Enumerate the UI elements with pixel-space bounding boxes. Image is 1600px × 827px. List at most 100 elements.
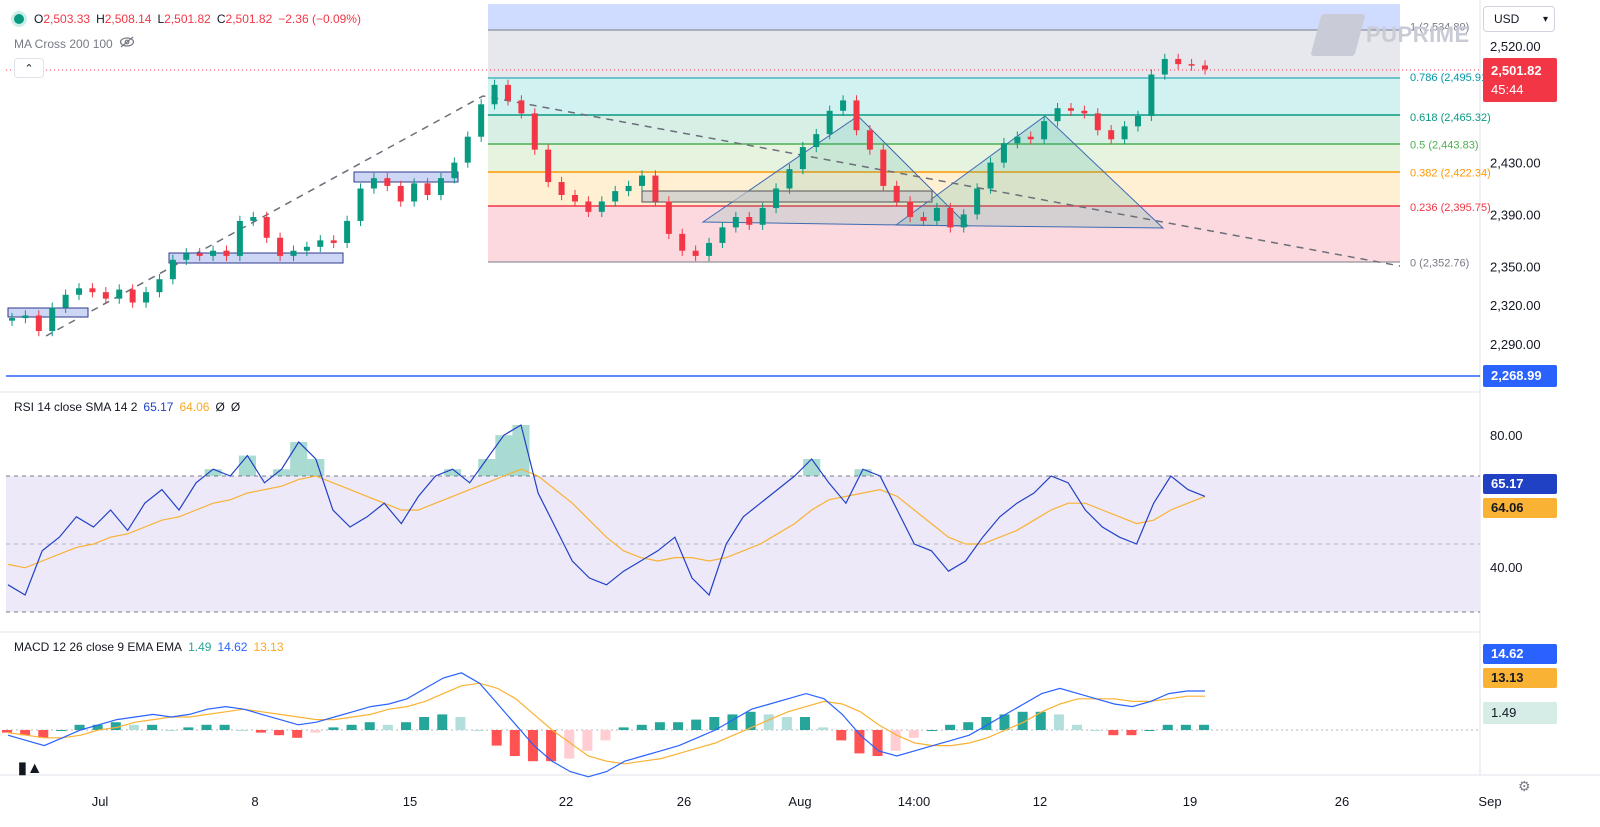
candle <box>411 178 418 207</box>
candle <box>960 209 967 233</box>
candle <box>89 283 96 298</box>
candle <box>786 163 793 194</box>
macd-hist-bar <box>165 730 176 731</box>
fib-label-6: 0 (2,352.76) <box>1410 258 1469 270</box>
macd-hist-bar <box>382 724 393 730</box>
candle <box>1202 60 1208 75</box>
low-value: 2,501.82 <box>164 12 211 26</box>
candle <box>143 286 150 308</box>
candle <box>853 95 860 136</box>
support-price-tag: 2,268.99 <box>1483 365 1557 387</box>
macd-hist-bar <box>219 724 230 730</box>
candle <box>612 185 619 207</box>
ma-legend[interactable]: MA Cross 200 100 <box>14 36 135 51</box>
zone-rect-4[interactable] <box>641 190 933 203</box>
ohlc-legend: O 2,503.33 H 2,508.14 L 2,501.82 C 2,501.82 … <box>14 12 361 26</box>
candle <box>344 215 351 249</box>
candle <box>813 128 820 153</box>
macd-hist-bar <box>401 722 411 730</box>
triangle-pattern-right[interactable] <box>894 115 1165 229</box>
candle <box>22 310 29 324</box>
candle <box>893 180 900 207</box>
low-label: L <box>157 12 165 26</box>
macd-hist-bar <box>147 724 158 730</box>
rsi-overbought-fill <box>307 459 325 476</box>
time-tick-10: Sep <box>1478 794 1501 809</box>
fib-label-0: 1 (2,534.89) <box>1410 22 1469 34</box>
macd-hist-bar <box>854 730 865 754</box>
high-label: H <box>96 12 105 26</box>
candle <box>531 108 538 155</box>
macd-hist-bar <box>274 730 285 736</box>
candle <box>759 202 766 230</box>
price-tick-1: 2,430.00 <box>1490 156 1541 171</box>
rsi-overbought-fill <box>478 459 496 476</box>
candle <box>1161 53 1168 80</box>
candle <box>840 95 847 116</box>
macd-hist-bar <box>491 730 502 746</box>
macd-hist-bar <box>1053 714 1064 730</box>
candle <box>464 131 471 168</box>
rsi-label: RSI 14 close SMA 14 2 <box>14 400 138 414</box>
eye-crossed-icon[interactable] <box>119 36 135 51</box>
market-status-icon <box>14 14 24 24</box>
candle <box>277 232 284 262</box>
currency-value: USD <box>1494 12 1520 26</box>
rsi-overbought-fill <box>444 469 462 476</box>
candle <box>129 284 136 308</box>
tradingview-logo-icon[interactable]: ▮▲ <box>18 760 43 777</box>
rsi-line <box>7 424 1206 597</box>
rsi-overbought-fill <box>273 469 291 476</box>
macd-hist-bar <box>328 727 339 730</box>
candle <box>478 99 485 142</box>
fib-band-618-5 <box>488 115 1400 144</box>
candle <box>585 196 592 218</box>
brand-name: PUPRIME <box>1366 22 1470 47</box>
macd-hist-bar <box>346 724 357 730</box>
candle <box>210 245 217 262</box>
candle <box>974 183 981 220</box>
macd-hist-bar <box>201 724 212 730</box>
time-tick-8: 19 <box>1183 794 1197 809</box>
candle <box>169 254 176 285</box>
time-tick-2: 15 <box>403 794 417 809</box>
macd-hist-bar <box>1017 711 1028 730</box>
candle <box>183 248 190 265</box>
candle <box>196 248 203 262</box>
open-value: 2,503.33 <box>43 12 91 26</box>
macd-legend: MACD 12 26 close 9 EMA EMA 1.49 14.62 13… <box>14 640 284 654</box>
fib-band-786-618 <box>488 78 1400 115</box>
fib-label-1: 0.786 (2,495.91) <box>1410 72 1491 84</box>
trend-dashed-line[interactable] <box>45 95 1401 337</box>
fibonacci-retracement[interactable] <box>488 4 1400 263</box>
candle <box>692 245 699 262</box>
zone-rect-3[interactable] <box>353 171 459 183</box>
candle <box>330 235 337 249</box>
time-tick-5: Aug <box>788 794 811 809</box>
close-label: C <box>216 12 226 26</box>
macd-hist-bar <box>2 730 12 733</box>
macd-hist-bar <box>800 717 810 730</box>
high-value: 2,508.14 <box>104 12 152 26</box>
candle <box>236 215 243 262</box>
currency-select[interactable]: USD ▾ <box>1483 6 1555 32</box>
macd-hist-bar <box>1108 730 1119 736</box>
candle <box>1148 69 1155 122</box>
macd-hist-bar <box>600 730 611 741</box>
candle <box>156 274 163 298</box>
last-price: 2,501.82 <box>1491 63 1542 78</box>
collapse-legend-button[interactable]: ⌃ <box>14 58 44 78</box>
zone-rect-1[interactable] <box>7 307 89 318</box>
zone-rect-2[interactable] <box>168 252 344 264</box>
rsi-overbought-fill <box>495 435 513 476</box>
macd-hist-bar <box>527 730 538 762</box>
macd-hist-bar <box>1035 711 1046 730</box>
macd-hist-bar <box>92 724 103 730</box>
macd-hist-bar <box>908 730 919 738</box>
macd-hist-bar <box>473 730 484 731</box>
candle <box>1134 110 1141 132</box>
candle <box>625 180 632 197</box>
gear-icon[interactable]: ⚙ <box>1518 778 1531 794</box>
rsi-sma-value: 64.06 <box>179 400 210 414</box>
